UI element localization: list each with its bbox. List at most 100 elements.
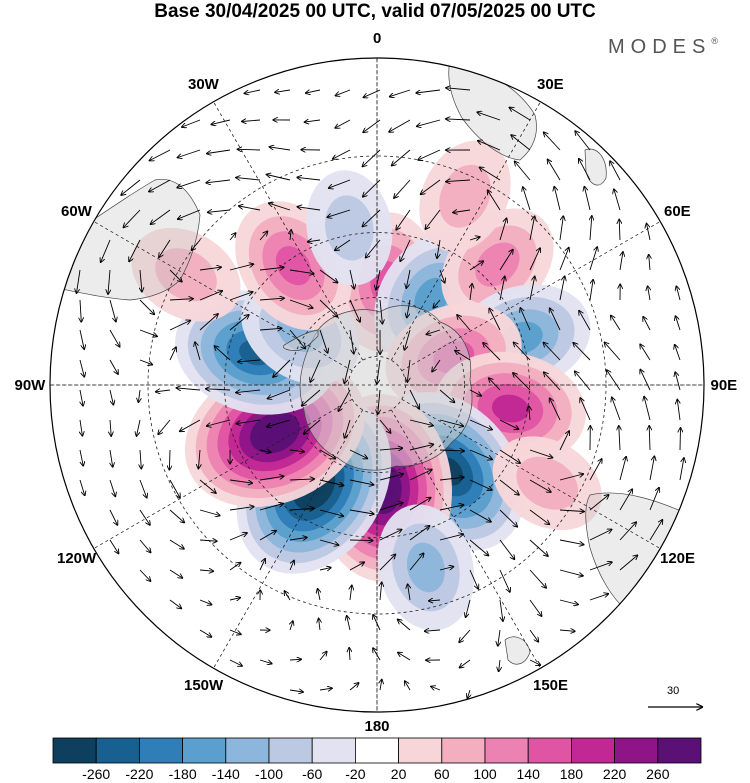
wind-vector [335, 119, 351, 128]
wind-vector [229, 264, 253, 271]
wind-vector [238, 360, 261, 362]
wind-vector [575, 371, 591, 391]
wind-vector [559, 510, 584, 512]
wind-vector [121, 179, 141, 195]
wind-vector [431, 687, 441, 691]
wind-vector [437, 239, 441, 258]
wind-vector [229, 292, 253, 301]
wind-vector [392, 149, 411, 166]
wind-vector [349, 269, 354, 289]
negative-anomaly-center [377, 504, 475, 631]
wind-vector [554, 187, 561, 211]
wind-vector [649, 426, 650, 451]
wind-vector [269, 203, 291, 211]
wind-vector [489, 378, 501, 391]
colorbar [52, 737, 702, 764]
wind-vector [373, 615, 381, 631]
wind-vector [529, 599, 542, 616]
wind-vector [366, 239, 381, 258]
wind-vector [109, 389, 113, 405]
wind-vector [302, 389, 321, 406]
wind-vector [676, 316, 681, 331]
wind-vector [349, 509, 374, 514]
colorbar-segment [484, 737, 529, 764]
wind-vector [478, 141, 501, 151]
colorbar-segment [138, 737, 183, 764]
wind-vector [439, 567, 453, 571]
wind-vector [679, 458, 684, 481]
wind-vector [208, 210, 231, 212]
wind-vector [109, 509, 117, 525]
meridian-line [93, 398, 353, 549]
wind-vector [380, 680, 382, 691]
longitude-label: 90W [14, 376, 46, 394]
wind-vector [379, 555, 395, 571]
wind-vector [675, 345, 681, 361]
wind-vector [404, 329, 411, 350]
wind-vector [409, 526, 429, 541]
wind-vector [589, 280, 593, 301]
south-america [50, 178, 201, 301]
wind-vector [469, 449, 492, 459]
wind-vector [643, 317, 651, 331]
wind-vector [573, 343, 591, 361]
wind-vector [544, 343, 561, 361]
wind-vector [477, 112, 501, 121]
wind-vector [199, 291, 222, 301]
wind-vector [400, 239, 411, 261]
wind-vector [459, 629, 471, 642]
wind-vector [529, 539, 548, 556]
wind-vector [192, 239, 201, 250]
wind-vector [511, 135, 531, 151]
wind-vector [169, 321, 190, 331]
wind-vector [469, 569, 478, 589]
meridian-line [390, 409, 541, 669]
wind-vector [429, 600, 441, 601]
wind-vector [275, 90, 291, 92]
colorbar-segment [571, 737, 616, 764]
wind-vector [529, 449, 552, 458]
wind-vector [417, 119, 441, 126]
wind-vector [489, 309, 501, 331]
wind-vector [499, 659, 500, 671]
wind-vector [139, 569, 151, 581]
wind-vector [268, 389, 291, 399]
wind-vector [169, 479, 180, 498]
longitude-label: 120W [57, 550, 97, 567]
wind-vector [469, 261, 483, 271]
wind-vector [338, 389, 351, 411]
wind-vector [520, 308, 531, 331]
wind-vector [169, 269, 182, 282]
wind-vector [319, 619, 320, 631]
wind-vector [575, 131, 591, 151]
reference-vector-label: 30 [667, 685, 680, 697]
wind-vector [499, 218, 507, 241]
wind-vector [259, 504, 283, 511]
wind-vector [267, 175, 291, 181]
wind-vector [559, 599, 578, 605]
wind-vector [439, 419, 463, 426]
wind-vector [376, 269, 381, 290]
positive-anomaly-center [419, 140, 511, 252]
wind-vector [215, 346, 231, 361]
wind-vector [446, 88, 471, 90]
wind-vector [620, 252, 623, 271]
wind-vector [289, 561, 294, 571]
wind-vector [498, 629, 500, 646]
wind-vector [380, 582, 382, 601]
wind-vector [466, 599, 471, 617]
wind-vector [290, 230, 291, 241]
wind-vector [614, 189, 621, 211]
wind-vector [380, 299, 382, 324]
longitude-label: 30E [537, 76, 564, 93]
wind-vector [207, 149, 231, 154]
wind-vector [589, 594, 608, 601]
wind-vector [619, 426, 620, 451]
wind-vector [439, 505, 463, 511]
wind-vector [289, 509, 314, 511]
wind-vector [110, 419, 111, 436]
wind-vector [559, 474, 583, 481]
wind-vector [319, 479, 343, 486]
wind-vector [199, 629, 211, 637]
meridian-line [213, 409, 364, 669]
